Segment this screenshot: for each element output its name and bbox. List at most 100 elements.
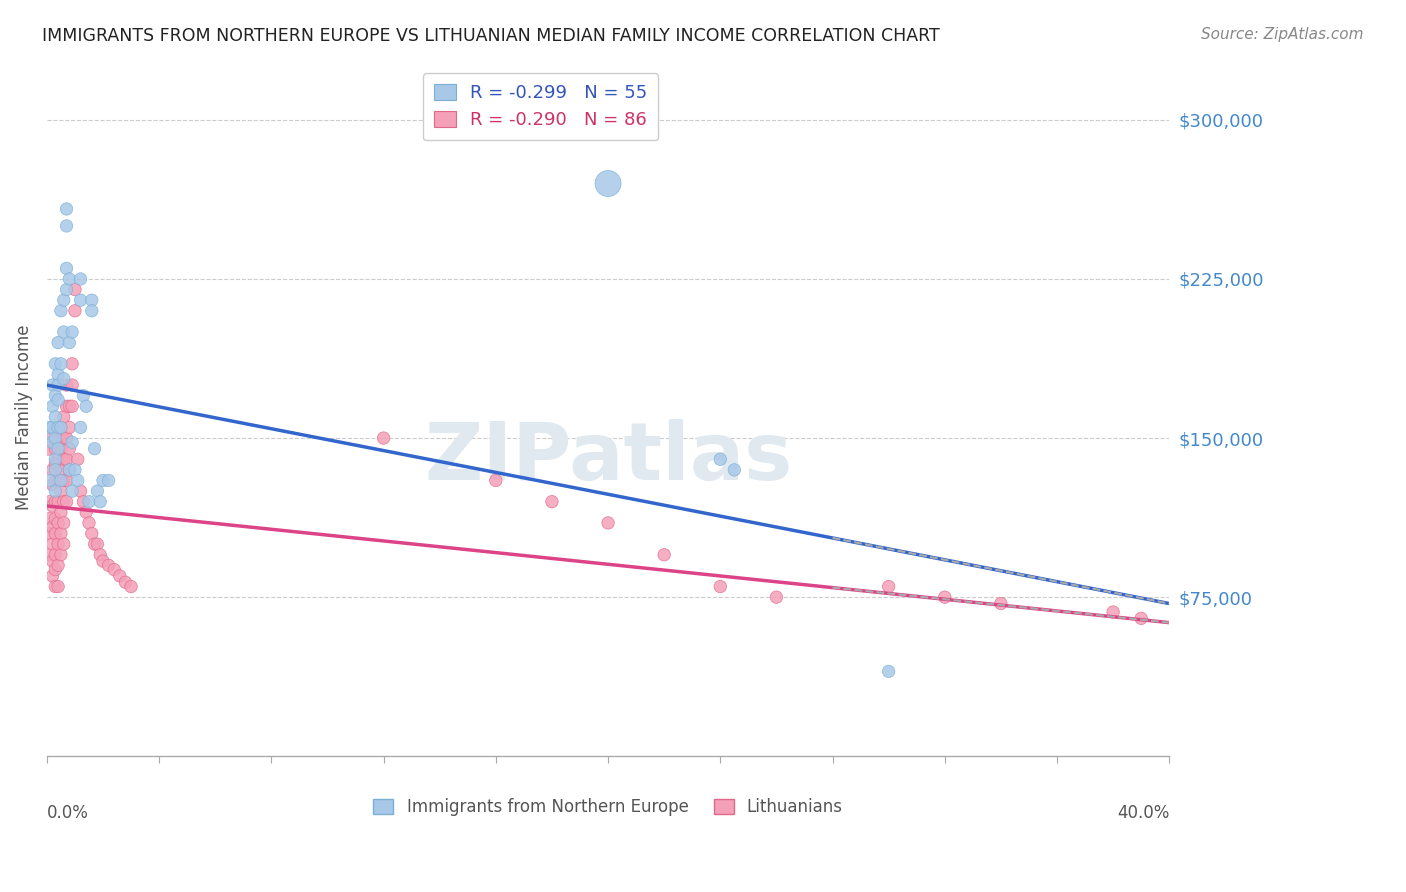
- Point: [114, 575, 136, 590]
- Point: [91, 474, 114, 488]
- Point: [41, 499, 63, 513]
- Point: [44, 389, 66, 403]
- Text: ZIPatlas: ZIPatlas: [425, 418, 792, 497]
- Point: [596, 177, 619, 191]
- Text: Source: ZipAtlas.com: Source: ZipAtlas.com: [1201, 27, 1364, 42]
- Point: [934, 590, 956, 604]
- Point: [69, 420, 91, 434]
- Legend: Immigrants from Northern Europe, Lithuanians: Immigrants from Northern Europe, Lithuan…: [367, 791, 849, 822]
- Point: [52, 372, 75, 386]
- Point: [108, 569, 131, 583]
- Point: [52, 325, 75, 339]
- Point: [58, 463, 80, 477]
- Point: [60, 399, 83, 413]
- Point: [41, 569, 63, 583]
- Point: [66, 452, 89, 467]
- Point: [596, 516, 619, 530]
- Point: [46, 442, 69, 456]
- Point: [49, 420, 72, 434]
- Point: [49, 505, 72, 519]
- Point: [75, 505, 97, 519]
- Point: [69, 293, 91, 308]
- Point: [58, 420, 80, 434]
- Point: [44, 409, 66, 424]
- Y-axis label: Median Family Income: Median Family Income: [15, 324, 32, 509]
- Point: [103, 563, 125, 577]
- Point: [49, 463, 72, 477]
- Point: [41, 420, 63, 434]
- Point: [46, 378, 69, 392]
- Point: [652, 548, 675, 562]
- Point: [46, 452, 69, 467]
- Point: [41, 378, 63, 392]
- Point: [49, 548, 72, 562]
- Point: [55, 474, 77, 488]
- Point: [55, 431, 77, 445]
- Text: 0.0%: 0.0%: [46, 804, 89, 822]
- Point: [38, 526, 60, 541]
- Point: [86, 537, 108, 551]
- Point: [49, 420, 72, 434]
- Point: [709, 580, 731, 594]
- Point: [60, 378, 83, 392]
- Point: [44, 548, 66, 562]
- Point: [49, 303, 72, 318]
- Point: [46, 431, 69, 445]
- Point: [58, 442, 80, 456]
- Point: [1130, 611, 1153, 625]
- Point: [485, 474, 508, 488]
- Point: [46, 516, 69, 530]
- Point: [44, 484, 66, 499]
- Point: [41, 477, 63, 491]
- Point: [46, 558, 69, 573]
- Point: [58, 399, 80, 413]
- Point: [46, 368, 69, 382]
- Point: [89, 548, 111, 562]
- Point: [52, 537, 75, 551]
- Point: [55, 283, 77, 297]
- Point: [41, 537, 63, 551]
- Point: [120, 580, 142, 594]
- Point: [72, 494, 94, 508]
- Point: [63, 303, 86, 318]
- Point: [46, 537, 69, 551]
- Point: [49, 484, 72, 499]
- Point: [55, 219, 77, 233]
- Point: [52, 452, 75, 467]
- Point: [44, 457, 66, 471]
- Point: [41, 554, 63, 568]
- Text: IMMIGRANTS FROM NORTHERN EUROPE VS LITHUANIAN MEDIAN FAMILY INCOME CORRELATION C: IMMIGRANTS FROM NORTHERN EUROPE VS LITHU…: [42, 27, 941, 45]
- Point: [44, 511, 66, 525]
- Point: [877, 665, 900, 679]
- Point: [60, 325, 83, 339]
- Point: [55, 378, 77, 392]
- Point: [44, 494, 66, 508]
- Point: [55, 452, 77, 467]
- Point: [75, 399, 97, 413]
- Point: [52, 494, 75, 508]
- Point: [80, 303, 103, 318]
- Point: [44, 431, 66, 445]
- Point: [60, 484, 83, 499]
- Point: [58, 272, 80, 286]
- Point: [49, 442, 72, 456]
- Point: [41, 463, 63, 477]
- Point: [44, 474, 66, 488]
- Point: [91, 554, 114, 568]
- Point: [41, 520, 63, 534]
- Point: [52, 516, 75, 530]
- Point: [38, 511, 60, 525]
- Point: [709, 452, 731, 467]
- Point: [541, 494, 564, 508]
- Point: [44, 463, 66, 477]
- Point: [41, 435, 63, 450]
- Point: [765, 590, 787, 604]
- Point: [44, 563, 66, 577]
- Point: [52, 293, 75, 308]
- Point: [77, 494, 100, 508]
- Point: [46, 474, 69, 488]
- Point: [38, 435, 60, 450]
- Point: [66, 474, 89, 488]
- Point: [46, 335, 69, 350]
- Point: [89, 494, 111, 508]
